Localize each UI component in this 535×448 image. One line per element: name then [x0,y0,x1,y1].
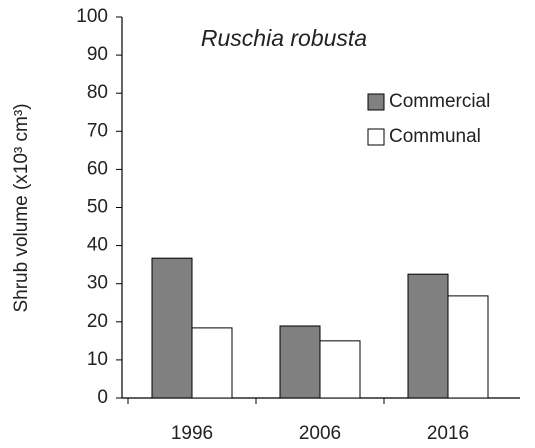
bar [191,327,233,399]
y-tick-label: 30 [87,273,108,294]
bar [319,340,361,399]
chart-title: Ruschia robusta [201,25,367,51]
legend-label: Commercial [389,91,490,112]
y-tick-label: 80 [87,82,108,103]
bar [447,295,489,399]
y-tick-label: 50 [87,197,108,218]
x-tick-label: 2006 [299,423,341,444]
y-tick-label: 40 [87,235,108,256]
y-tick-label: 90 [87,44,108,65]
y-tick-label: 0 [97,387,108,408]
y-axis-label: Shrub volume (x10³ cm³) [11,103,32,312]
y-tick-label: 60 [87,158,108,179]
x-tick-label: 1996 [171,423,213,444]
y-tick-label: 20 [87,311,108,332]
y-tick-label: 70 [87,120,108,141]
legend-swatch [367,93,385,111]
legend-label: Communal [389,126,481,147]
legend-swatch [367,128,385,146]
bar [279,325,321,399]
bar [407,273,449,399]
bar [151,257,193,399]
y-tick-label: 100 [76,6,108,27]
y-tick-label: 10 [87,349,108,370]
x-tick-label: 2016 [427,423,469,444]
